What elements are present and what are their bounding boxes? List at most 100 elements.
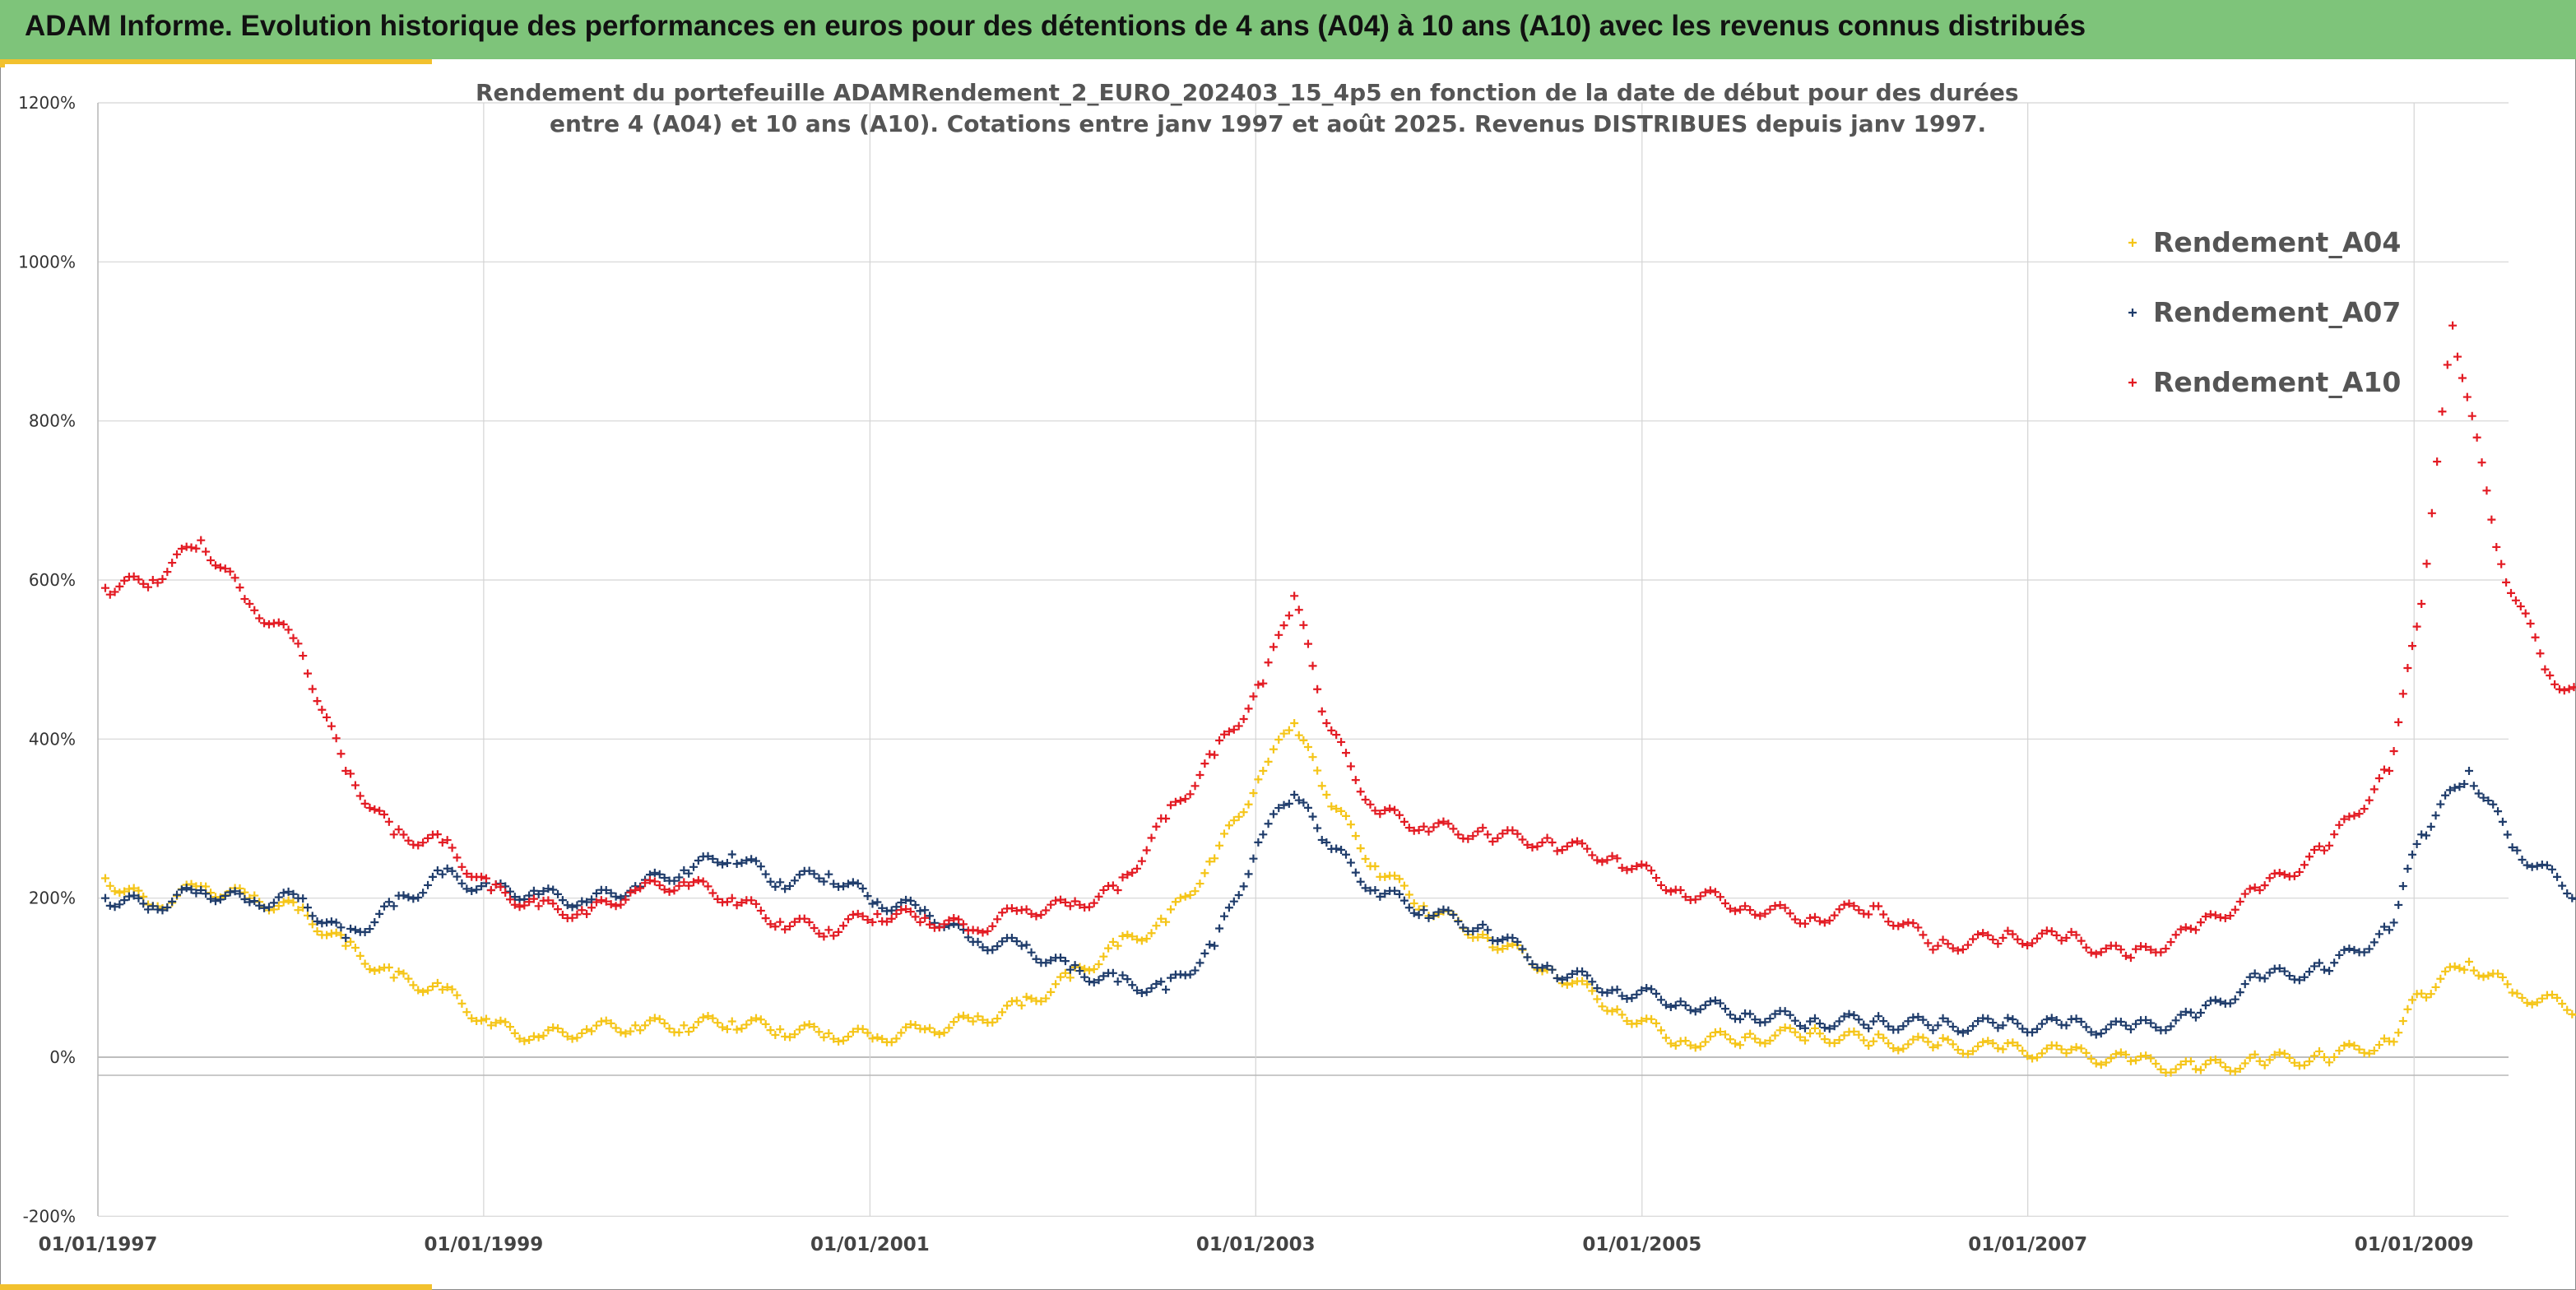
data-point xyxy=(1399,896,1409,905)
data-point xyxy=(202,889,211,898)
data-point xyxy=(1715,1028,1724,1037)
data-point xyxy=(2290,871,2299,880)
tick-labels: -200% 0% 200% 400% 600% 800% 1000% 1200% 01/01/1… xyxy=(18,93,2474,1255)
data-point xyxy=(2216,1058,2225,1067)
data-point xyxy=(2314,842,2323,851)
data-point xyxy=(2096,1060,2105,1070)
data-point xyxy=(1518,944,1527,954)
data-point xyxy=(1608,1007,1617,1016)
data-point xyxy=(694,856,703,865)
data-point xyxy=(115,889,124,898)
data-point xyxy=(761,870,770,879)
data-point xyxy=(800,1021,809,1030)
data-point xyxy=(1766,1036,1775,1045)
data-point xyxy=(737,1024,746,1033)
data-point xyxy=(2345,944,2354,954)
data-point xyxy=(1706,886,1715,895)
data-point xyxy=(1414,826,1423,834)
data-point xyxy=(2320,1053,2329,1061)
data-point xyxy=(1608,851,1617,861)
data-point xyxy=(761,914,770,923)
data-point xyxy=(1562,980,1571,989)
data-point xyxy=(202,547,211,556)
data-point xyxy=(2553,872,2562,881)
data-point xyxy=(926,1023,935,1032)
data-point xyxy=(1061,968,1070,977)
data-point xyxy=(2042,1044,2051,1053)
data-point xyxy=(645,1016,654,1025)
data-point xyxy=(1065,973,1074,982)
data-point xyxy=(2042,1015,2051,1024)
data-point xyxy=(558,911,567,920)
data-point xyxy=(2516,602,2525,611)
data-point xyxy=(1147,929,1156,938)
data-point xyxy=(453,991,462,1000)
data-point xyxy=(384,963,393,972)
data-point xyxy=(573,901,582,910)
series-Rendement_A07 xyxy=(100,767,2576,1039)
data-point xyxy=(2426,990,2435,999)
data-point xyxy=(873,910,882,918)
data-point xyxy=(197,536,206,545)
data-point xyxy=(2474,971,2483,980)
data-point xyxy=(1810,1023,1819,1032)
data-point xyxy=(1933,1041,1942,1050)
data-point xyxy=(1337,806,1346,815)
data-point xyxy=(2421,993,2430,1002)
data-point xyxy=(1710,996,1720,1005)
data-point xyxy=(911,912,920,921)
data-point xyxy=(1118,931,1127,940)
data-point xyxy=(1859,1036,1868,1045)
data-point xyxy=(1933,1021,1942,1030)
data-point xyxy=(1943,940,1952,949)
data-point xyxy=(558,1028,567,1037)
data-point xyxy=(1094,892,1103,901)
data-point xyxy=(1854,1030,1864,1039)
data-point xyxy=(384,898,393,907)
data-point xyxy=(1220,829,1228,838)
data-point xyxy=(2201,1000,2210,1009)
data-point xyxy=(1751,1034,1760,1043)
data-point xyxy=(1696,892,1705,901)
data-point xyxy=(1313,824,1322,833)
x-tick-label: 01/01/2001 xyxy=(810,1234,930,1255)
data-point xyxy=(211,897,220,906)
data-point xyxy=(1984,930,1993,940)
data-point xyxy=(110,887,119,896)
data-point xyxy=(360,927,369,936)
data-point xyxy=(539,1031,548,1040)
data-point xyxy=(1346,858,1355,867)
data-point xyxy=(2082,943,2091,952)
data-point xyxy=(2186,924,2195,933)
data-point xyxy=(863,1028,872,1037)
data-point xyxy=(1454,916,1463,926)
data-point xyxy=(1864,1023,1873,1032)
data-point xyxy=(756,1015,765,1024)
data-point xyxy=(1974,1017,1983,1026)
y-tick-label: 1000% xyxy=(18,252,76,271)
data-point xyxy=(260,903,269,912)
data-point xyxy=(1478,920,1488,929)
data-point xyxy=(1290,791,1299,799)
data-point xyxy=(2186,1057,2195,1065)
data-point xyxy=(1167,800,1175,810)
data-point xyxy=(1404,824,1413,833)
data-point xyxy=(294,639,303,648)
data-point xyxy=(1042,958,1051,968)
data-point xyxy=(626,888,635,897)
data-point xyxy=(375,965,384,974)
data-point xyxy=(1618,863,1627,872)
data-point xyxy=(751,856,760,865)
data-point xyxy=(1299,620,1308,629)
data-point xyxy=(129,884,138,893)
data-point xyxy=(1210,750,1219,759)
data-point xyxy=(1439,817,1448,826)
data-point xyxy=(1661,1033,1670,1042)
data-point xyxy=(1562,842,1571,851)
data-point xyxy=(2379,922,2388,931)
data-point xyxy=(2438,407,2447,416)
data-point xyxy=(685,869,694,878)
data-point xyxy=(462,870,471,878)
data-point xyxy=(2230,1067,2239,1076)
data-point xyxy=(554,1024,563,1033)
